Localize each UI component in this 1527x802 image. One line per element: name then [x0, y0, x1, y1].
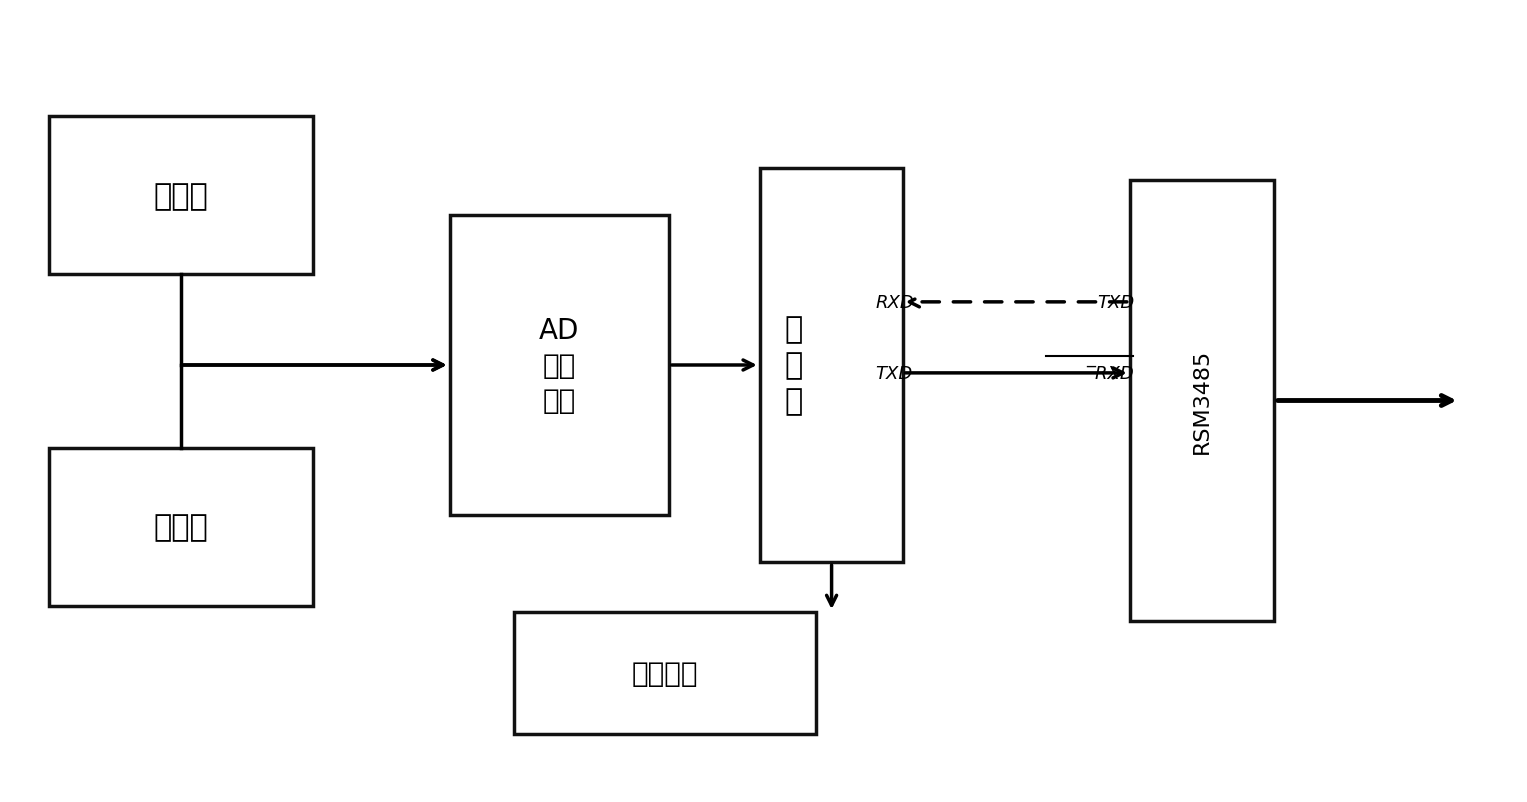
Bar	[1130, 180, 1274, 622]
Text: 液晶模块: 液晶模块	[632, 659, 698, 687]
Bar	[49, 448, 313, 606]
Text: RXD: RXD	[875, 294, 915, 311]
Text: AD
转换
模块: AD 转换 模块	[539, 317, 579, 414]
Text: RSM3485: RSM3485	[1193, 348, 1212, 454]
Bar	[515, 612, 817, 734]
Text: 传感器: 传感器	[154, 181, 208, 211]
Text: ̅RXD: ̅RXD	[1095, 364, 1135, 383]
Text: TXD: TXD	[1096, 294, 1135, 311]
Bar	[449, 216, 669, 515]
Bar	[760, 168, 904, 562]
Text: TXD: TXD	[875, 364, 913, 383]
Text: 传感器: 传感器	[154, 512, 208, 541]
Text: 单
片
机: 单 片 机	[785, 315, 803, 416]
Bar	[49, 117, 313, 275]
